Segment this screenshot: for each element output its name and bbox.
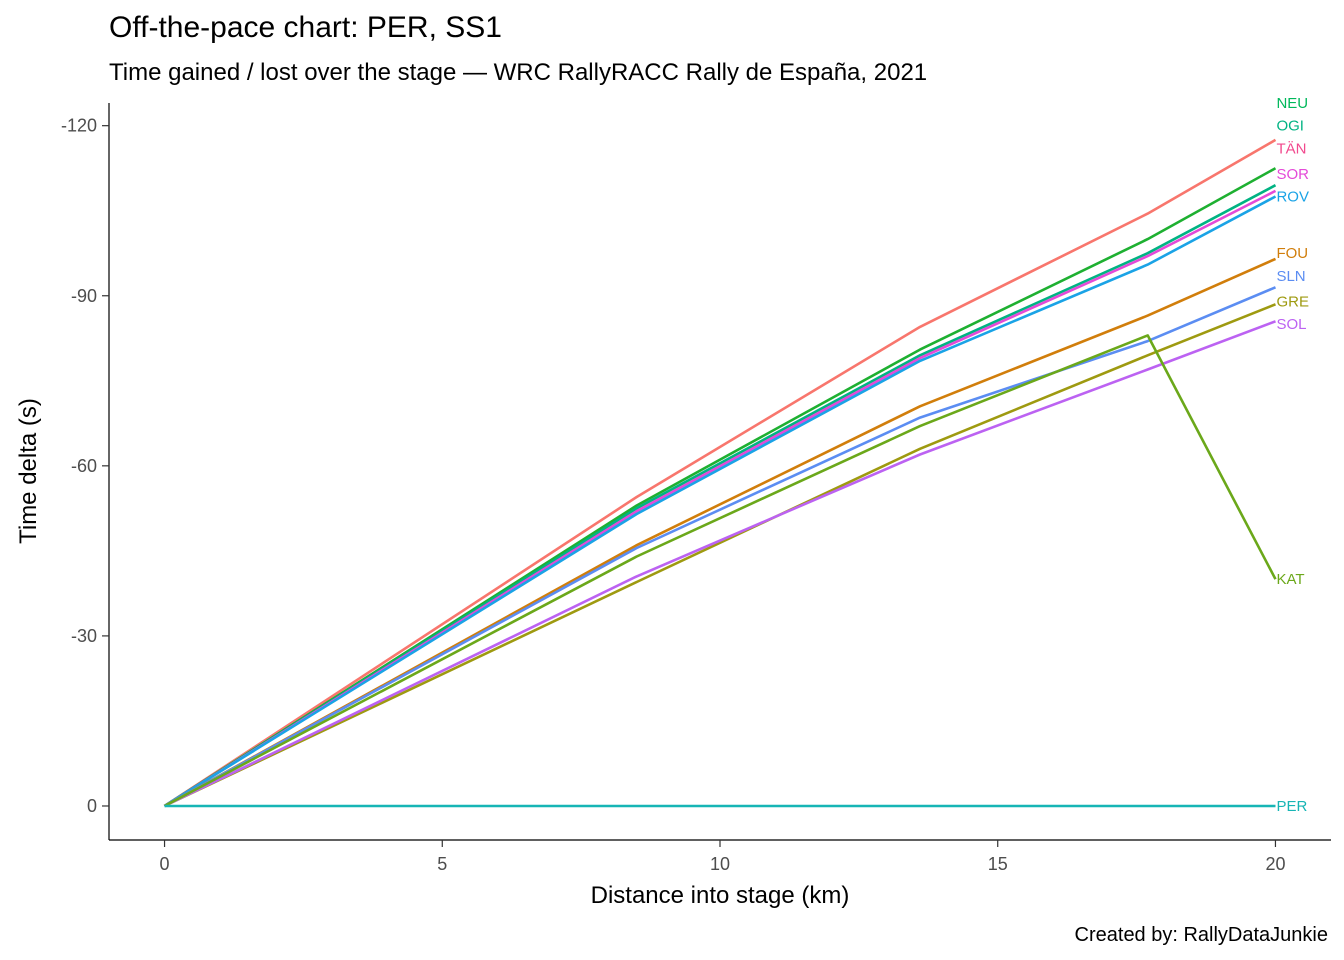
series-line-gre [163, 303, 1276, 808]
chart-caption: Created by: RallyDataJunkie [1074, 924, 1328, 946]
series-end-label: ROV [1276, 189, 1309, 206]
chart-subtitle: Time gained / lost over the stage — WRC … [109, 59, 928, 86]
series-end-label: SLN [1276, 268, 1305, 285]
series-line-fou [163, 257, 1277, 808]
series-end-label: SOR [1276, 166, 1309, 183]
y-axis-ticks: 0 -30 -60 -90 -120 [61, 116, 109, 816]
series-line-sln [163, 286, 1277, 808]
series-end-label: FOU [1276, 245, 1308, 262]
series-line-sol [163, 320, 1276, 808]
x-tick-label: 0 [160, 854, 170, 874]
series-end-label: GRE [1276, 293, 1309, 310]
x-axis-ticks: 0 5 10 15 20 [160, 840, 1285, 874]
x-tick-label: 5 [437, 854, 447, 874]
series-end-label: OGI [1276, 118, 1304, 135]
series-line-neu [163, 138, 1277, 808]
y-tick-label: -30 [71, 626, 97, 646]
series-line-ogi [163, 167, 1277, 808]
y-tick-label: -120 [61, 116, 97, 136]
series-line-kat [163, 334, 1277, 808]
x-axis-title: Distance into stage (km) [591, 882, 850, 909]
y-tick-label: -90 [71, 286, 97, 306]
x-tick-label: 10 [710, 854, 730, 874]
series-line-rov [163, 195, 1277, 808]
series-line-sor [163, 189, 1277, 808]
series-end-label: SOL [1276, 316, 1306, 333]
series-end-label: NEU [1276, 95, 1308, 112]
y-tick-label: 0 [87, 796, 97, 816]
y-tick-label: -60 [71, 456, 97, 476]
x-tick-label: 20 [1265, 854, 1285, 874]
series-line-tän [163, 184, 1277, 808]
chart-title: Off-the-pace chart: PER, SS1 [109, 11, 502, 44]
series-end-label: PER [1276, 798, 1307, 815]
x-tick-label: 15 [988, 854, 1008, 874]
series-lines [163, 138, 1277, 808]
series-end-label: TÄN [1276, 140, 1306, 157]
series-end-label: KAT [1276, 571, 1304, 588]
y-axis-title: Time delta (s) [15, 398, 42, 544]
series-end-labels: NEU OGI TÄN SOR ROV FOU SLN GRE SOL KAT PER [1276, 95, 1309, 815]
